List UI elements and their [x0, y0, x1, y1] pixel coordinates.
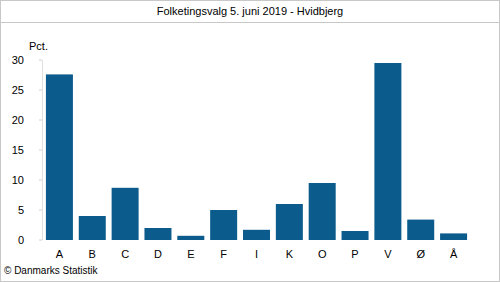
- y-tick: [39, 60, 42, 61]
- bar: [374, 63, 401, 240]
- bar: [79, 216, 106, 240]
- bar: [177, 236, 204, 240]
- x-axis: ABCDEFIKOPVØÅ: [56, 248, 458, 260]
- x-tick-label: Å: [450, 248, 458, 260]
- bar: [342, 231, 369, 240]
- x-tick-label: C: [121, 248, 129, 260]
- page: {"chart_data": {"type": "bar", "title": …: [0, 0, 500, 282]
- y-tick-label: 15: [12, 144, 24, 156]
- bar: [243, 230, 270, 240]
- y-tick: [39, 180, 42, 181]
- x-tick-label: E: [187, 248, 194, 260]
- x-tick-label: F: [220, 248, 227, 260]
- footer: © Danmarks Statistik: [4, 265, 99, 276]
- bar: [309, 183, 336, 240]
- x-tick-label: D: [154, 248, 162, 260]
- title-separator: [0, 22, 500, 23]
- chart-container: Folketingsvalg 5. juni 2019 - Hvidbjerg P…: [0, 0, 500, 282]
- y-tick-label: 20: [12, 114, 24, 126]
- x-tick-label: V: [384, 248, 392, 260]
- y-tick-label: 5: [18, 204, 24, 216]
- y-tick-label: 0: [18, 234, 24, 246]
- x-tick-label: P: [351, 248, 358, 260]
- bar: [407, 220, 434, 240]
- bar: [276, 204, 303, 240]
- y-tick: [39, 210, 42, 211]
- y-tick: [39, 240, 42, 241]
- x-tick-label: K: [286, 248, 294, 260]
- bars: [46, 63, 467, 240]
- y-tick-label: 10: [12, 174, 24, 186]
- y-tick: [39, 150, 42, 151]
- y-tick: [39, 120, 42, 121]
- y-axis-line: [42, 60, 43, 240]
- x-tick-label: A: [56, 248, 64, 260]
- x-tick-label: I: [255, 248, 258, 260]
- y-axis: 0 5 10 15 20 25 30: [12, 54, 43, 246]
- bar: [144, 228, 171, 240]
- x-tick-label: Ø: [416, 248, 425, 260]
- x-tick-label: B: [89, 248, 96, 260]
- y-tick-label: 25: [12, 84, 24, 96]
- bar: [440, 233, 467, 240]
- bar: [210, 210, 237, 240]
- y-axis-label: Pct.: [29, 40, 48, 52]
- y-tick-label: 30: [12, 54, 24, 66]
- y-tick: [39, 90, 42, 91]
- chart-svg: Folketingsvalg 5. juni 2019 - Hvidbjerg P…: [0, 0, 500, 282]
- chart-frame: [1, 1, 500, 282]
- bar: [112, 188, 139, 240]
- title: Folketingsvalg 5. juni 2019 - Hvidbjerg: [157, 5, 344, 17]
- x-tick-label: O: [318, 248, 327, 260]
- bar: [46, 74, 73, 240]
